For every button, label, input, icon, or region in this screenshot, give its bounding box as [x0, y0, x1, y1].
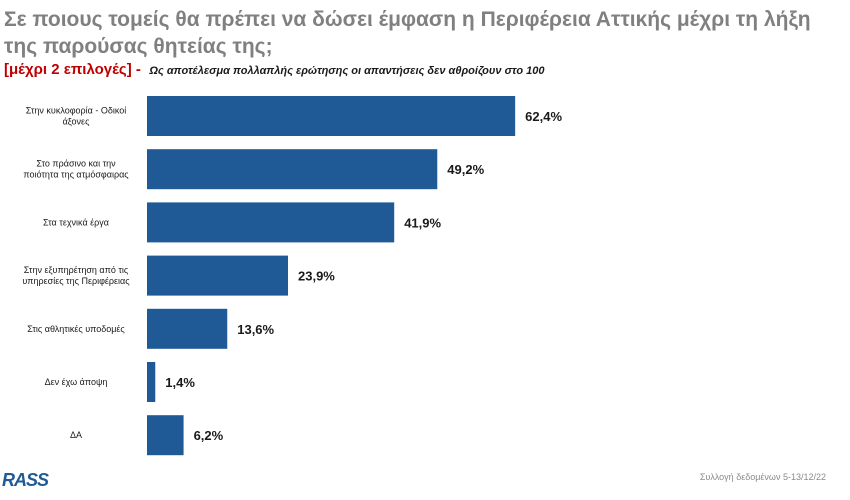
bar-value-label: 41,9% [404, 215, 441, 230]
category-label: Στην κυκλοφορία - Οδικοί άξονες [26, 106, 127, 127]
subtitle-highlight: [μέχρι 2 επιλογές] - [4, 61, 141, 78]
category-label-line: Στις αθλητικές υποδομές [27, 324, 125, 334]
bar-chart: 62,4% Στην κυκλοφορία - Οδικοί άξονες 49,2%… [22, 96, 562, 456]
category-label: ΔΑ [70, 430, 82, 440]
category-label-line: Στο πράσινο και την [36, 159, 116, 169]
category-label-line: υπηρεσίες της Περιφέρειας [22, 276, 130, 286]
category-label: Δεν έχω άποψη [45, 377, 108, 387]
bar-value-label: 13,6% [237, 322, 274, 337]
bar [147, 308, 228, 349]
rass-logo: RASS [2, 470, 49, 490]
bar [147, 202, 395, 243]
bar-value-label: 1,4% [165, 375, 195, 390]
bar-value-label: 49,2% [447, 162, 484, 177]
subtitle-row: [μέχρι 2 επιλογές] - Ως αποτέλεσμα πολλα… [4, 61, 844, 79]
bar-value-label: 6,2% [194, 428, 224, 443]
category-label: Στην εξυπηρέτηση από τις υπηρεσίες της Πε… [22, 265, 130, 286]
category-label-line: ποιότητα της ατμόσφαιρας [23, 170, 129, 180]
category-label-line: άξονες [63, 117, 91, 127]
bar [147, 415, 184, 456]
bar-value-label: 23,9% [298, 269, 335, 284]
chart-title: Σε ποιους τομείς θα πρέπει να δώσει έμφα… [4, 8, 811, 58]
category-label-line: Στην εξυπηρέτηση από τις [24, 265, 129, 275]
bar-value-label: 62,4% [525, 109, 562, 124]
subtitle-note: Ως αποτέλεσμα πολλαπλής ερώτησης οι απαν… [149, 65, 545, 77]
bar [147, 362, 156, 402]
category-label-line: ΔΑ [70, 430, 82, 440]
data-collection-footer: Συλλογή δεδομένων 5-13/12/22 [699, 472, 826, 482]
category-label: Στα τεχνικά έργα [43, 217, 109, 227]
category-label: Στις αθλητικές υποδομές [27, 324, 125, 334]
category-label-line: Στην κυκλοφορία - Οδικοί [26, 106, 127, 116]
bar [147, 255, 289, 296]
category-label-line: Στα τεχνικά έργα [43, 217, 109, 227]
bar [147, 96, 516, 136]
category-label-line: Δεν έχω άποψη [45, 377, 108, 387]
category-label: Στο πράσινο και την ποιότητα της ατμόσφαι… [23, 159, 129, 180]
bar [147, 149, 438, 190]
